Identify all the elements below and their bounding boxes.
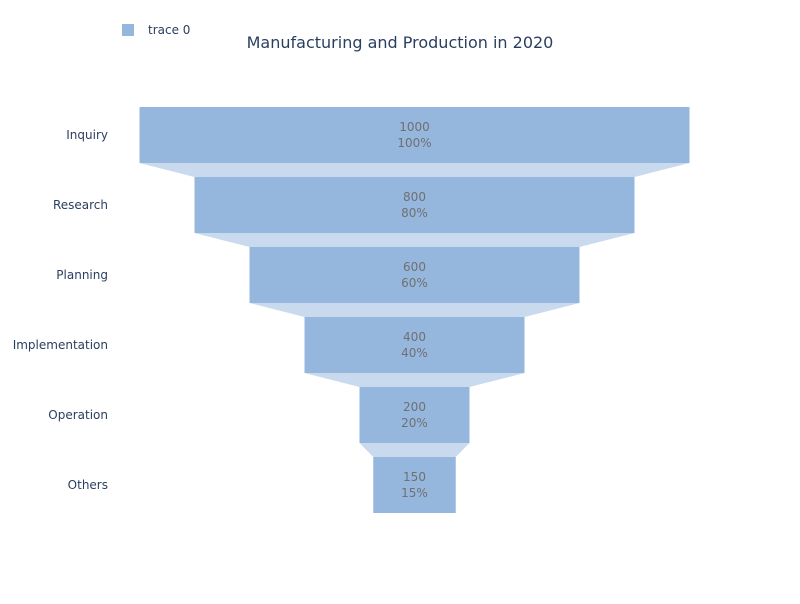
category-tick-label: Planning	[56, 268, 108, 282]
legend[interactable]: trace 0	[122, 23, 190, 37]
funnel-bar[interactable]	[373, 457, 456, 513]
funnel-connector	[249, 303, 580, 317]
category-tick-label: Inquiry	[66, 128, 108, 142]
funnel-bar[interactable]	[304, 317, 525, 373]
data-label-value: 1000	[399, 120, 430, 134]
data-label-value: 400	[403, 330, 426, 344]
data-label-percent: 100%	[397, 136, 431, 150]
funnel-connector	[304, 373, 525, 387]
funnel-bar[interactable]	[249, 247, 580, 303]
funnel-connector	[139, 163, 690, 177]
data-label-percent: 15%	[401, 486, 428, 500]
data-label-percent: 60%	[401, 276, 428, 290]
funnel-bar[interactable]	[359, 387, 470, 443]
data-label-value: 200	[403, 400, 426, 414]
funnel-connector	[359, 443, 470, 457]
category-tick-label: Research	[53, 198, 108, 212]
data-label-value: 150	[403, 470, 426, 484]
category-tick-label: Implementation	[13, 338, 108, 352]
data-label-percent: 20%	[401, 416, 428, 430]
chart-title: Manufacturing and Production in 2020	[246, 33, 554, 52]
legend-swatch	[122, 24, 134, 36]
funnel-bar[interactable]	[194, 177, 635, 233]
legend-label: trace 0	[148, 23, 191, 37]
funnel-bar[interactable]	[139, 107, 690, 163]
data-label-value: 800	[403, 190, 426, 204]
data-label-value: 600	[403, 260, 426, 274]
category-tick-label: Operation	[48, 408, 108, 422]
data-label-percent: 80%	[401, 206, 428, 220]
data-label-percent: 40%	[401, 346, 428, 360]
funnel-connector	[194, 233, 635, 247]
category-tick-label: Others	[68, 478, 108, 492]
